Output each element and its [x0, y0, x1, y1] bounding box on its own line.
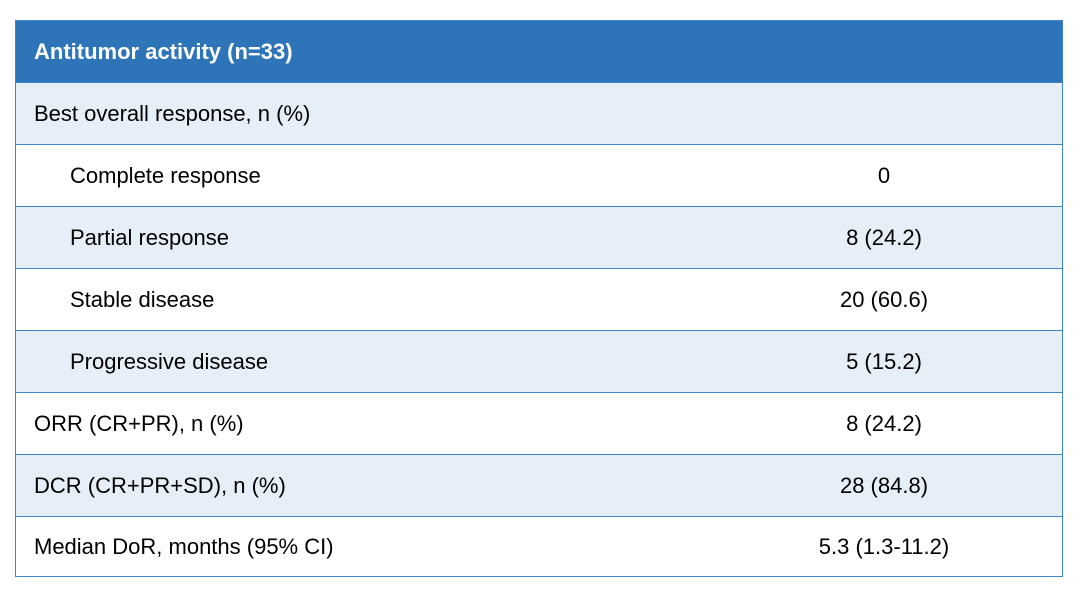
table-row: ORR (CR+PR), n (%) 8 (24.2): [16, 392, 1062, 454]
table-header-row: Antitumor activity (n=33): [16, 21, 1062, 82]
table-row: Partial response 8 (24.2): [16, 206, 1062, 268]
table-row: Complete response 0: [16, 144, 1062, 206]
row-value-dcr: 28 (84.8): [839, 472, 929, 498]
row-label-partial-response: Partial response: [70, 224, 229, 250]
row-value-median-dor: 5.3 (1.3-11.2): [818, 533, 950, 559]
row-label-complete-response: Complete response: [70, 162, 261, 188]
table-row: Best overall response, n (%): [16, 82, 1062, 144]
row-value-progressive-disease: 5 (15.2): [846, 348, 922, 374]
row-label-median-dor: Median DoR, months (95% CI): [34, 533, 334, 559]
row-label-progressive-disease: Progressive disease: [70, 348, 269, 374]
table-header-title: Antitumor activity (n=33): [34, 38, 293, 64]
row-value-stable-disease: 20 (60.6): [839, 286, 929, 312]
antitumor-activity-table: Antitumor activity (n=33) Best overall r…: [15, 20, 1063, 577]
table-row: Median DoR, months (95% CI) 5.3 (1.3-11.…: [16, 516, 1062, 576]
table-row: DCR (CR+PR+SD), n (%) 28 (84.8): [16, 454, 1062, 516]
row-value-complete-response: 0: [877, 162, 891, 188]
row-value-partial-response: 8 (24.2): [846, 224, 922, 250]
row-label-dcr: DCR (CR+PR+SD), n (%): [34, 472, 286, 498]
row-label-orr: ORR (CR+PR), n (%): [34, 410, 244, 436]
row-label-best-overall-response: Best overall response, n (%): [34, 100, 311, 126]
row-value-orr: 8 (24.2): [846, 410, 922, 436]
table-row: Stable disease 20 (60.6): [16, 268, 1062, 330]
row-label-stable-disease: Stable disease: [70, 286, 215, 312]
table-row: Progressive disease 5 (15.2): [16, 330, 1062, 392]
